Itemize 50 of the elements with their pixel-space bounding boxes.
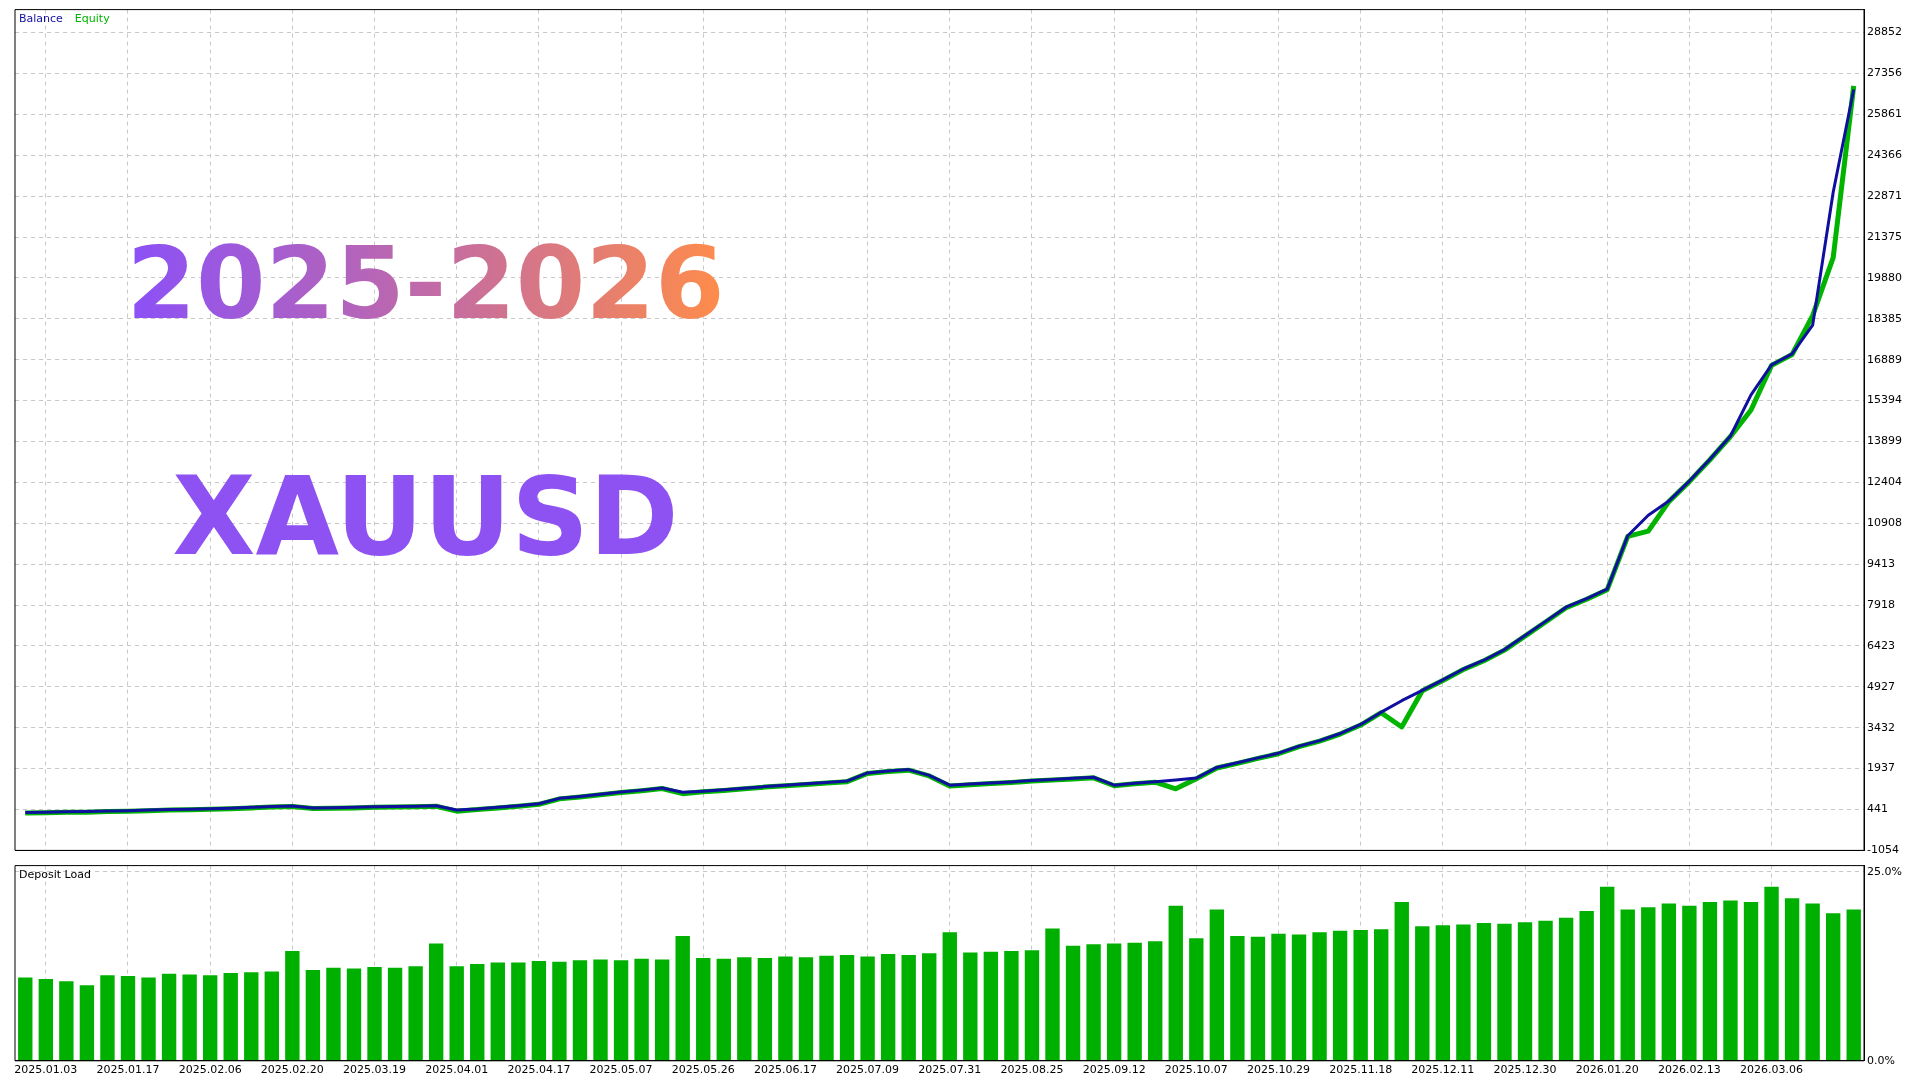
y-tick-label: 0.0% [1867,1053,1895,1067]
x-tick-label: 2025.05.07 [589,1063,653,1077]
x-tick-label: 2025.10.07 [1164,1063,1228,1077]
x-tick-label: 2025.04.01 [425,1063,489,1077]
x-tick-label: 2025.01.03 [14,1063,78,1077]
x-tick-label: 2025.12.30 [1493,1063,1557,1077]
annotation: 2025-2026 [126,225,725,343]
y-tick-label: 28852 [1867,25,1902,39]
x-tick-label: 2025.11.18 [1329,1063,1393,1077]
y-tick-label: 24366 [1867,148,1902,162]
y-tick-label: 16889 [1867,352,1902,366]
y-tick-label: 25.0% [1867,864,1902,878]
x-tick-label: 2025.07.09 [836,1063,900,1077]
text: Balance [19,11,64,25]
x-tick-label: 2026.03.06 [1740,1063,1804,1077]
text: Equity [74,11,111,25]
x-tick-label: 2025.02.06 [178,1063,242,1077]
y-tick-label: 25861 [1867,107,1902,121]
x-tick-label: 2025.06.17 [753,1063,817,1077]
y-tick-label: 9413 [1867,557,1895,570]
y-tick-label: -1054 [1867,843,1899,857]
y-tick-label: 1937 [1867,761,1895,775]
y-tick-label: 18385 [1867,311,1902,325]
x-tick-label: 2025.07.31 [918,1063,982,1077]
annotation: XAUUSD [172,453,679,579]
y-tick-label: 15394 [1867,393,1902,407]
x-tick-label: 2025.10.29 [1246,1063,1310,1077]
y-tick-label: 4927 [1867,679,1895,693]
x-tick-label: 2025.09.12 [1082,1063,1146,1077]
x-tick-label: 2025.01.17 [96,1063,160,1077]
y-tick-label: 3432 [1867,720,1895,734]
x-tick-label: 2025.02.20 [260,1063,324,1077]
y-tick-label: 27356 [1867,66,1902,80]
y-tick-label: 441 [1867,802,1888,816]
y-tick-label: 7918 [1867,597,1895,611]
x-tick-label: 2026.01.20 [1575,1063,1639,1077]
y-tick-label: 22871 [1867,188,1902,202]
x-tick-label: 2025.05.26 [671,1063,735,1077]
y-tick-label: 13899 [1867,434,1902,448]
y-tick-label: 6423 [1867,638,1895,652]
x-tick-label: 2025.03.19 [343,1063,407,1077]
chart-title: Deposit Load [19,867,91,881]
x-tick-label: 2025.04.17 [507,1063,571,1077]
x-tick-label: 2025.08.25 [1000,1063,1064,1077]
y-tick-label: 12404 [1867,475,1902,489]
y-tick-label: 19880 [1867,270,1902,284]
x-tick-label: 2026.02.13 [1657,1063,1721,1077]
x-tick-label: 2025.12.11 [1411,1063,1475,1077]
y-tick-label: 10908 [1867,516,1902,530]
y-tick-label: 21375 [1867,229,1902,243]
